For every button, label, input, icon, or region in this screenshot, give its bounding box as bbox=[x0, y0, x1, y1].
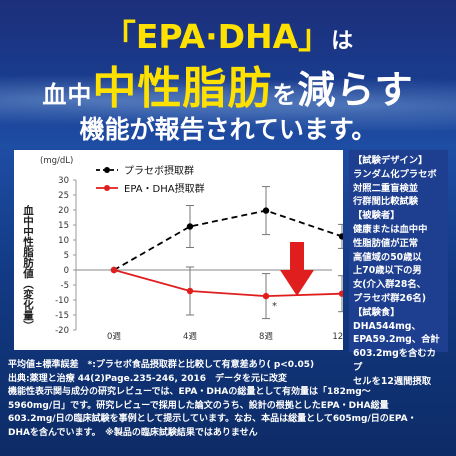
headline-neutral-fat: 中性脂肪 bbox=[92, 63, 273, 114]
headline-line-1: 「EPA·DHA」は bbox=[0, 10, 456, 58]
data-point bbox=[338, 290, 346, 297]
headline-line-3: 機能が報告されています。 bbox=[79, 115, 377, 144]
data-point bbox=[262, 292, 270, 300]
data-point bbox=[110, 266, 118, 274]
headline-line-2: 血中中性脂肪を減らす bbox=[0, 52, 456, 116]
headline-open-bracket: 「 bbox=[102, 17, 136, 56]
study-info-line: EPA59.2mg、合計 bbox=[353, 334, 440, 346]
y-tick-label: -15 bbox=[55, 311, 69, 321]
y-tick-label: 25 bbox=[58, 191, 69, 201]
footnote-line: 出典:薬理と治療 44(2)Page.235-246, 2016 データを元に改… bbox=[8, 373, 288, 384]
y-axis-label: 血中中性脂肪値（変化量） bbox=[22, 204, 34, 331]
significance-marker: * bbox=[272, 301, 277, 312]
y-tick-label: -20 bbox=[55, 326, 69, 336]
data-point bbox=[186, 287, 194, 295]
study-info-line: 上70歳以下の男 bbox=[353, 265, 422, 277]
study-info-line: 行群間比較試験 bbox=[353, 196, 419, 208]
study-info-line: セルを12週間摂取 bbox=[353, 375, 432, 387]
y-axis-unit: (mg/dL) bbox=[40, 156, 73, 166]
headline-particle-wo: を bbox=[272, 81, 298, 109]
legend-swatch-point bbox=[104, 167, 110, 173]
study-info-line: 【試験デザイン】 bbox=[353, 155, 428, 166]
footnote-line: 603.2mg/日の臨床試験を事例として提示しています。なお、本品は総量として6… bbox=[8, 414, 417, 425]
y-tick-label: 0 bbox=[64, 266, 69, 276]
study-info-line: 603.2mgを含むカプ bbox=[353, 348, 436, 373]
study-info-text: 【試験デザイン】 ランダム化プラセボ 対照二重盲検並 行群間比較試験 【被験者】 健康また… bbox=[349, 150, 448, 393]
x-tick-label: 12週 bbox=[332, 332, 343, 342]
headline-particle-wa: は bbox=[331, 29, 354, 54]
y-tick-label: 10 bbox=[58, 236, 69, 246]
footnote-line: DHAを含んでいます。 ※製品の臨床試験結果ではありません bbox=[8, 427, 258, 438]
y-tick-label: 20 bbox=[58, 206, 69, 216]
study-info-line: 高値域の50歳以 bbox=[353, 251, 422, 263]
study-info-line: 女(介入群28名、 bbox=[353, 279, 426, 291]
chart-panel: 血中中性脂肪値（変化量） (mg/dL) 30 25 20 15 10 5 0 -5 -10 -1… bbox=[14, 150, 353, 350]
y-tick-label: -10 bbox=[55, 296, 69, 306]
data-point bbox=[262, 207, 270, 214]
y-tick-label: 30 bbox=[58, 176, 69, 186]
legend-label: EPA・DHA摂取群 bbox=[124, 182, 205, 195]
study-info-line: 【被験者】 bbox=[353, 210, 400, 222]
study-info-line: 【試験食】 bbox=[353, 306, 400, 318]
water-splash-decoration bbox=[0, 70, 456, 130]
data-point bbox=[338, 233, 346, 240]
down-arrow-shaft bbox=[290, 242, 304, 272]
headline-close-bracket: 」 bbox=[298, 17, 332, 56]
y-tick-label: -5 bbox=[61, 281, 69, 291]
study-info-line: プラセボ群26名) bbox=[353, 292, 426, 304]
x-tick-label: 0週 bbox=[107, 332, 121, 342]
x-tick-label: 4週 bbox=[183, 332, 197, 342]
study-info-line: 対照二重盲検並 bbox=[353, 182, 419, 194]
study-info-panel: 【試験デザイン】 ランダム化プラセボ 対照二重盲検並 行群間比較試験 【被験者】 健康また… bbox=[349, 150, 448, 387]
legend-label: プラセボ摂取群 bbox=[124, 164, 194, 177]
study-info-line: 性脂肪値が正常 bbox=[353, 237, 419, 249]
line-chart: 血中中性脂肪値（変化量） (mg/dL) 30 25 20 15 10 5 0 -5 -10 -1… bbox=[22, 156, 353, 342]
footnote-line: 5960mg/日」です。研究レビューで採用した論文のうち、設計の根拠としたEPA… bbox=[8, 400, 389, 411]
x-tick-label: 8週 bbox=[259, 332, 273, 342]
study-info-line: 健康または血中中 bbox=[353, 223, 428, 235]
down-arrow-head bbox=[280, 270, 314, 296]
footnote-line: 平均値±標準誤差 *:プラセボ食品摂取群と比較して有意差あり( p<0.05) bbox=[8, 360, 315, 370]
study-info-line: DHA544mg、 bbox=[353, 320, 421, 332]
series-line bbox=[113, 209, 343, 271]
legend-swatch-point bbox=[104, 185, 110, 191]
study-info-line: ランダム化プラセボ bbox=[353, 168, 437, 180]
footnotes: 平均値±標準誤差 *:プラセボ食品摂取群と比較して有意差あり( p<0.05) 出… bbox=[8, 359, 452, 441]
y-tick-label: 5 bbox=[64, 251, 69, 261]
headline-reduce: 減らす bbox=[297, 68, 414, 112]
data-point bbox=[186, 223, 194, 230]
headline-brand: EPA·DHA bbox=[135, 17, 299, 56]
y-tick-label: 15 bbox=[58, 221, 69, 231]
headline-blood: 血中 bbox=[42, 81, 93, 109]
footnote-line: 機能性表示関与成分の研究レビューでは、EPA・DHAの総量として有効量は「182… bbox=[8, 387, 371, 398]
series-line bbox=[113, 269, 343, 298]
